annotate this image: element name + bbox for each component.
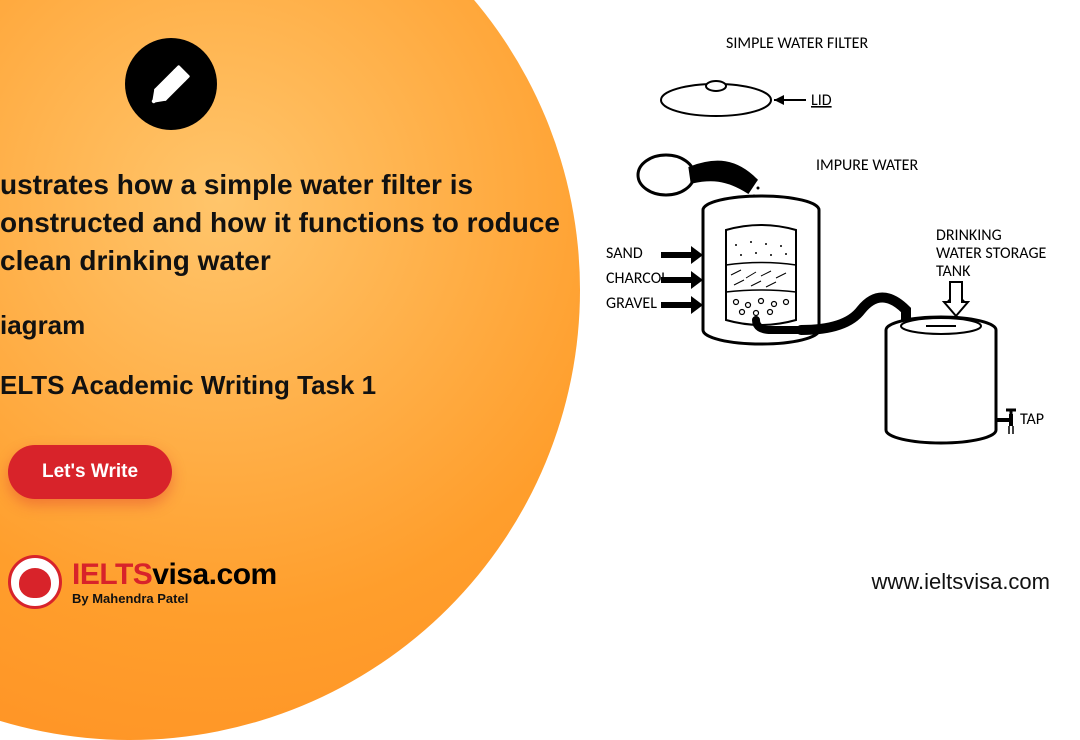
tap-label: TAP xyxy=(1020,410,1044,429)
lid-arrow-head xyxy=(774,95,784,105)
storage-l3: TANK xyxy=(936,262,971,281)
lid-knob xyxy=(706,81,726,91)
pouring-vessel xyxy=(638,155,756,195)
lets-write-button[interactable]: Let's Write xyxy=(8,445,172,499)
filter-container xyxy=(703,196,819,344)
brand-suffix: .com xyxy=(209,558,277,591)
storage-arrow-shape xyxy=(944,282,968,316)
storage-tank xyxy=(886,317,1016,443)
brand-logo: IELTSvisa.com By Mahendra Patel xyxy=(8,555,277,609)
pencil-icon xyxy=(148,61,194,107)
sand-label: SAND xyxy=(606,244,643,263)
storage-l2: WATER STORAGE xyxy=(936,244,1046,263)
headline: ustrates how a simple water filter is on… xyxy=(0,166,560,279)
subtitle-task: ELTS Academic Writing Task 1 xyxy=(0,370,376,401)
storage-l1: DRINKING xyxy=(936,226,1002,245)
pencil-badge xyxy=(125,38,217,130)
water-filter-diagram: SIMPLE WATER FILTER LID IMPURE WATER xyxy=(606,30,1046,460)
charcoal-label: CHARCOL xyxy=(606,269,668,288)
logo-mark-icon xyxy=(8,555,62,609)
brand-black: visa xyxy=(152,558,208,591)
subtitle-diagram: iagram xyxy=(0,310,85,341)
brand-byline: By Mahendra Patel xyxy=(72,592,277,605)
site-url: www.ieltsvisa.com xyxy=(872,569,1050,595)
gravel-label: GRAVEL xyxy=(606,294,657,313)
brand-red: IELTS xyxy=(72,558,152,591)
brand-wordmark: IELTSvisa.com xyxy=(72,560,277,590)
diagram-title: SIMPLE WATER FILTER xyxy=(726,34,868,53)
impure-label: IMPURE WATER xyxy=(816,156,918,175)
lid-label: LID xyxy=(811,91,832,110)
